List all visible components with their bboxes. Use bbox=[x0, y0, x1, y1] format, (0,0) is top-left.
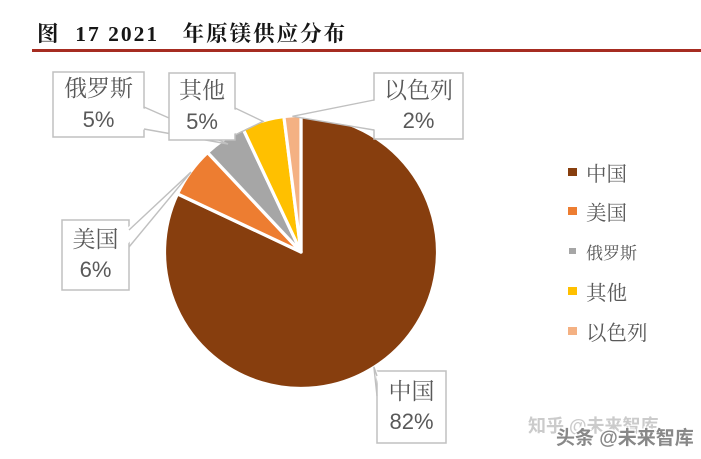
callout-israel-wedge-outline bbox=[292, 99, 375, 131]
legend-item-china: 中国 bbox=[568, 160, 627, 186]
callout-china-box bbox=[376, 370, 447, 444]
legend-item-other: 其他 bbox=[568, 279, 627, 305]
legend-label-russia: 俄罗斯 bbox=[586, 243, 637, 263]
callout-israel-wedge-fill bbox=[292, 100, 378, 130]
callout-china-wedge-fill bbox=[373, 366, 381, 396]
watermark-zhihu: 知乎 @未来智库 bbox=[528, 416, 659, 436]
legend-label-other: 其他 bbox=[586, 283, 627, 305]
legend-item-israel: 以色列 bbox=[568, 319, 648, 345]
watermark-toutiao: 头条 @未来智库 bbox=[556, 428, 694, 449]
legend-item-russia: 俄罗斯 bbox=[568, 239, 637, 263]
callout-usa-wedge-fill bbox=[125, 172, 191, 247]
legend-item-usa: 美国 bbox=[568, 199, 627, 225]
legend-label-china: 中国 bbox=[586, 164, 627, 186]
legend-marker-china bbox=[568, 167, 577, 177]
callout-other-wedge-outline bbox=[234, 107, 265, 136]
legend-marker-russia bbox=[569, 247, 576, 255]
callout-other-box bbox=[168, 72, 236, 141]
title-rule bbox=[32, 49, 701, 52]
callout-usa-wedge-outline bbox=[128, 171, 192, 248]
callout-usa-box bbox=[61, 219, 130, 291]
legend-marker-other bbox=[568, 286, 577, 296]
callout-russia-box bbox=[52, 71, 145, 138]
figure-title: 图 17 2021 年原镁供应分布 bbox=[37, 22, 348, 46]
callout-china-wedge-outline bbox=[373, 366, 378, 397]
legend-label-israel: 以色列 bbox=[586, 323, 648, 345]
legend-marker-usa bbox=[568, 206, 577, 216]
legend-marker-israel bbox=[568, 326, 577, 336]
callout-israel-box bbox=[373, 72, 464, 140]
legend-label-usa: 美国 bbox=[586, 203, 627, 225]
callout-other-wedge-fill bbox=[231, 108, 264, 135]
